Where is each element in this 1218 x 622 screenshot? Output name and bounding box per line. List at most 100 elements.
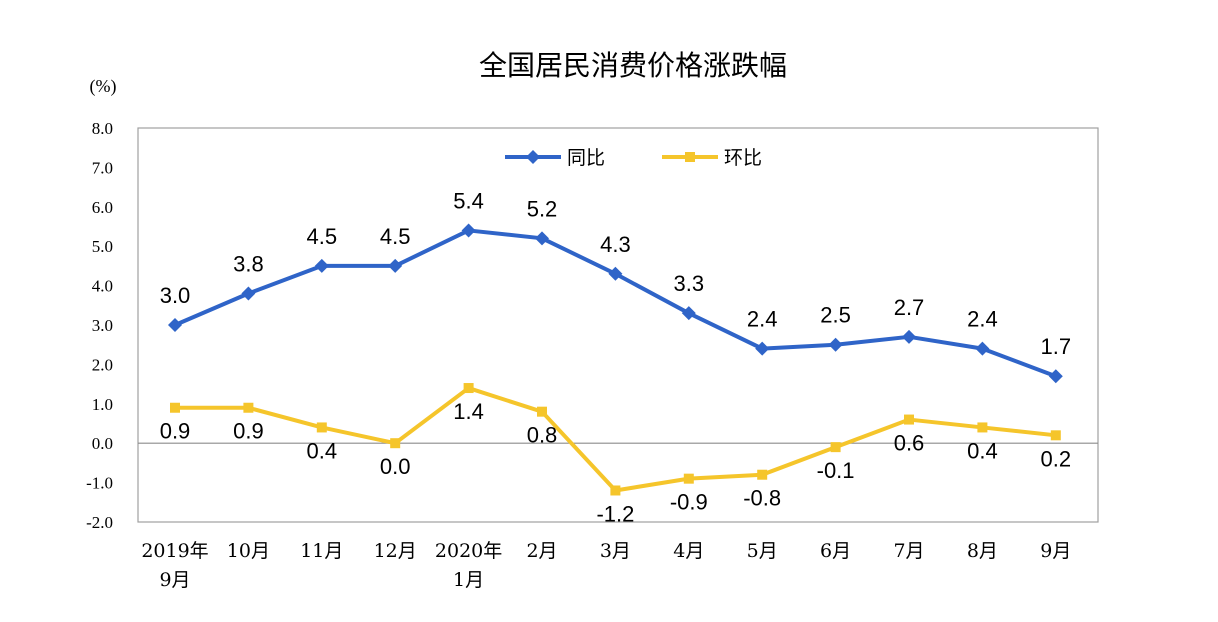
data-label-yoy: 3.3 — [674, 271, 705, 296]
x-tick-label-line: 4月 — [673, 540, 704, 562]
data-point-mom — [904, 414, 914, 425]
x-tick-label: 7月 — [893, 540, 924, 562]
data-label-mom: -0.1 — [817, 458, 855, 483]
data-point-mom — [830, 442, 841, 453]
data-point-yoy — [388, 258, 403, 273]
x-tick-label: 11月 — [300, 540, 343, 562]
data-label-yoy: 2.4 — [967, 307, 998, 332]
x-tick-label-line: 2月 — [526, 540, 557, 562]
x-tick-label: 2月 — [526, 540, 557, 562]
data-point-yoy — [461, 223, 476, 238]
data-point-mom — [170, 402, 180, 413]
data-label-yoy: 4.3 — [600, 232, 631, 257]
y-tick-label: 7.0 — [92, 158, 113, 177]
data-point-mom — [1050, 430, 1061, 441]
data-point-yoy — [755, 341, 770, 356]
x-tick-label-line: 6月 — [820, 540, 851, 562]
x-tick-label-line: 5月 — [747, 540, 778, 562]
data-label-mom: -1.2 — [596, 501, 634, 526]
x-tick-label: 3月 — [600, 540, 631, 562]
data-label-mom: 0.9 — [160, 419, 191, 444]
data-label-mom: -0.9 — [670, 490, 708, 515]
x-tick-label-line: 7月 — [893, 540, 924, 562]
x-tick-label-line: 10月 — [227, 540, 270, 562]
data-point-mom — [243, 402, 254, 413]
data-point-mom — [977, 422, 988, 433]
chart-title: 全国居民消费价格涨跌幅 — [479, 49, 787, 82]
data-label-yoy: 5.2 — [527, 196, 558, 221]
chart-legend: 同比 环比 — [505, 147, 762, 169]
data-label-mom: 0.0 — [380, 454, 411, 479]
data-label-yoy: 4.5 — [380, 224, 411, 249]
data-point-mom — [537, 406, 547, 417]
data-point-yoy — [608, 266, 623, 281]
y-tick-label: 3.0 — [92, 316, 113, 335]
y-axis-tick-labels: 8.0 7.0 6.0 5.0 4.0 3.0 2.0 1.0 0.0 -1.0 -2.0 — [86, 119, 113, 532]
y-tick-label: 8.0 — [92, 119, 113, 138]
data-point-mom — [610, 485, 621, 496]
x-tick-label-line: 2020年 — [435, 540, 502, 562]
data-point-mom — [390, 438, 401, 449]
y-tick-label: -2.0 — [86, 513, 113, 532]
x-tick-label-line: 9月 — [1040, 540, 1071, 562]
data-point-yoy — [241, 286, 256, 301]
data-point-mom — [463, 383, 474, 394]
y-tick-label: 6.0 — [92, 198, 113, 217]
data-point-mom — [757, 469, 768, 480]
data-label-mom: 0.9 — [233, 419, 264, 444]
data-point-yoy — [168, 318, 182, 332]
legend-label: 同比 — [567, 147, 605, 169]
x-tick-label: 12月 — [374, 540, 417, 562]
x-tick-label: 2019年 9月 — [141, 540, 208, 591]
x-tick-label-line: 3月 — [600, 540, 631, 562]
data-label-yoy: 3.0 — [160, 283, 191, 308]
x-tick-label: 8月 — [967, 540, 998, 562]
data-label-mom: 1.4 — [453, 399, 484, 424]
x-tick-label-line: 8月 — [967, 540, 998, 562]
data-label-mom: 0.6 — [894, 431, 925, 456]
data-point-yoy — [902, 329, 916, 344]
data-label-yoy: 1.7 — [1041, 334, 1072, 359]
data-labels-layer: 3.0 3.8 4.5 4.5 5.4 5.2 4.3 3.3 2.4 2.5 2.7 2.4 1.7 0… — [160, 188, 1071, 526]
data-label-yoy: 5.4 — [453, 188, 484, 213]
legend-marker-square — [685, 152, 695, 162]
x-tick-label: 10月 — [227, 540, 270, 562]
x-tick-label: 6月 — [820, 540, 851, 562]
data-point-yoy — [975, 341, 990, 356]
x-tick-label: 5月 — [747, 540, 778, 562]
x-tick-label: 4月 — [673, 540, 704, 562]
data-point-yoy — [1048, 369, 1063, 384]
y-tick-label: 4.0 — [92, 277, 113, 296]
x-tick-label-line: 1月 — [453, 569, 484, 591]
y-tick-label: -1.0 — [86, 474, 113, 493]
x-tick-label-line: 11月 — [300, 540, 343, 562]
legend-label: 环比 — [724, 147, 762, 169]
data-point-mom — [683, 473, 694, 484]
data-point-yoy — [314, 258, 329, 273]
data-label-yoy: 2.7 — [894, 295, 925, 320]
data-point-yoy — [681, 306, 696, 321]
series-layer — [168, 223, 1063, 496]
y-tick-label: 5.0 — [92, 237, 113, 256]
x-tick-label-line: 2019年 — [141, 540, 208, 562]
y-tick-label: 0.0 — [92, 434, 113, 453]
data-point-yoy — [535, 231, 549, 246]
data-label-mom: 0.4 — [967, 438, 998, 463]
data-point-yoy — [828, 337, 843, 352]
data-point-mom — [316, 422, 327, 433]
data-label-yoy: 4.5 — [307, 224, 338, 249]
data-label-mom: -0.8 — [743, 486, 781, 511]
y-tick-label: 1.0 — [92, 395, 113, 414]
x-tick-label: 9月 — [1040, 540, 1071, 562]
y-axis-unit-label: (%) — [90, 76, 117, 97]
plot-area-frame — [137, 127, 1099, 523]
data-label-yoy: 3.8 — [233, 251, 264, 276]
data-label-mom: 0.4 — [307, 438, 338, 463]
x-axis-tick-labels: 2019年 9月 10月 11月 12月 2020年 1月 2月 3月 4月 5月 6月 7月 8月 9月 — [141, 540, 1071, 591]
data-label-yoy: 2.4 — [747, 307, 778, 332]
data-label-yoy: 2.5 — [820, 303, 851, 328]
x-tick-label-line: 12月 — [374, 540, 417, 562]
x-tick-label: 2020年 1月 — [435, 540, 502, 591]
y-tick-label: 2.0 — [92, 355, 113, 374]
